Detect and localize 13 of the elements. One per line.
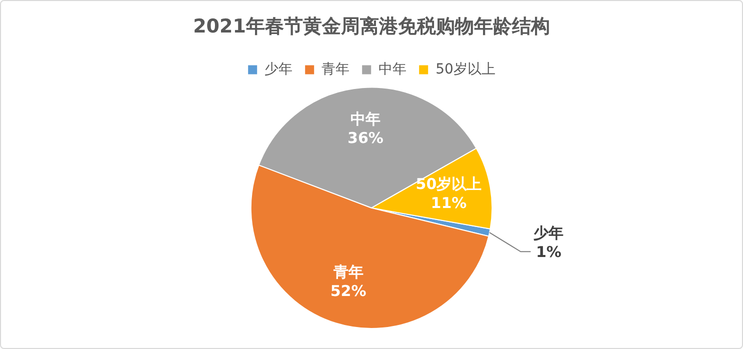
data-label: 11% [430, 194, 467, 212]
slice-label: 少年 [534, 224, 564, 242]
slice-label: 中年 [350, 110, 380, 128]
slice-label: 50岁以上 [416, 174, 482, 193]
legend-label: 50岁以上 [436, 61, 496, 78]
data-label: 36% [348, 129, 384, 148]
legend-label: 青年 [322, 61, 350, 78]
legend-label: 少年 [264, 61, 293, 78]
data-label: 52% [330, 282, 366, 300]
data-label: 1% [536, 243, 562, 262]
slice-label: 青年 [332, 263, 364, 282]
chart-title: 2021年春节黄金周离港免税购物年龄结构 [193, 15, 550, 38]
legend-label: 中年 [378, 61, 407, 78]
